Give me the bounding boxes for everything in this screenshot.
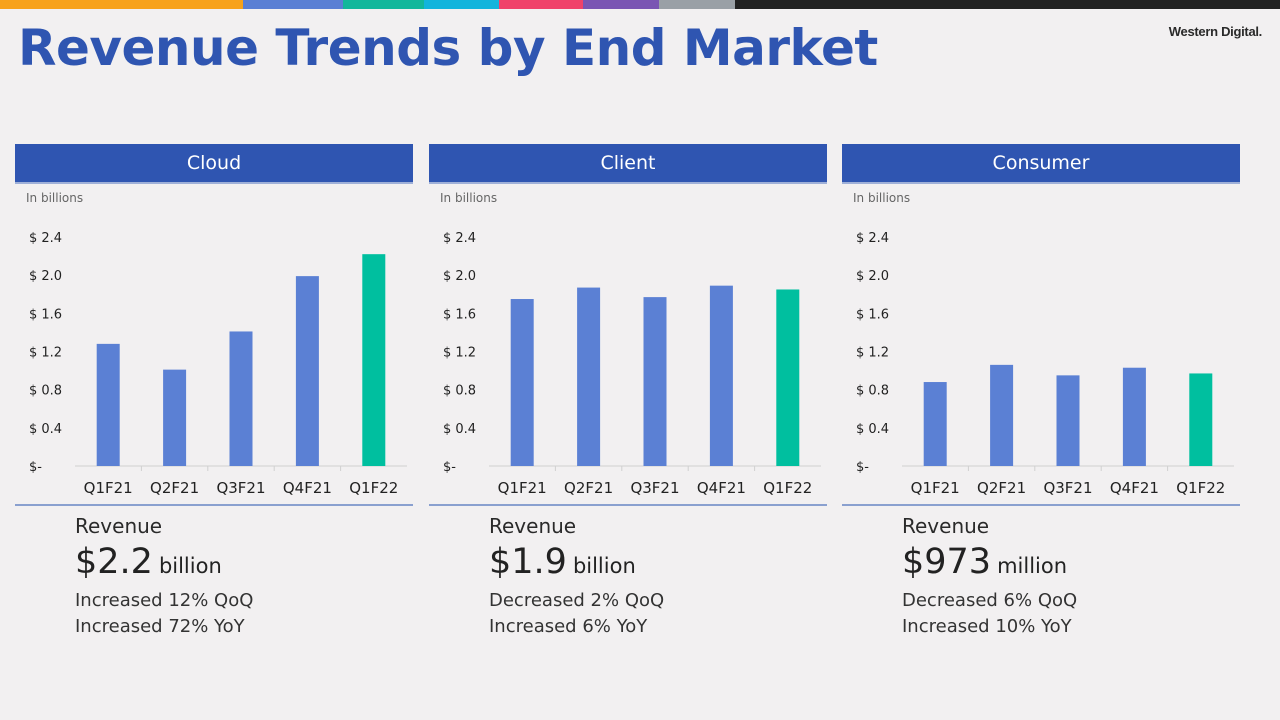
x-tick-label: Q2F21 xyxy=(564,479,613,497)
bar xyxy=(163,369,187,466)
y-tick-label: $- xyxy=(443,460,456,475)
bar-chart-consumer: $- $ 0.4 $ 0.8 $ 1.2 $ 1.6 $ 2.0 $ 2.4 Q1F21 Q2F… xyxy=(856,231,1234,497)
stripe-segment xyxy=(243,0,343,9)
panel-header-consumer: Consumer xyxy=(842,144,1240,184)
stripe-segment xyxy=(735,0,1280,9)
y-tick-label: $ 0.4 xyxy=(443,422,476,437)
y-tick-label: $ 1.2 xyxy=(856,346,889,361)
stripe-segment xyxy=(0,0,243,9)
yoy-stat-cloud: Increased 72% YoY xyxy=(75,616,245,637)
y-tick-label: $ 1.6 xyxy=(443,307,476,322)
panel-client: Client In billions $- $ 0.4 $ 0.8 $ 1.2 $ 1.… xyxy=(429,144,827,644)
page-title: Revenue Trends by End Market xyxy=(18,19,878,77)
x-tick-label: Q4F21 xyxy=(697,479,746,497)
panel-header-cloud: Cloud xyxy=(15,144,413,184)
y-tick-label: $ 0.4 xyxy=(29,422,62,437)
y-tick-label: $ 1.2 xyxy=(29,346,62,361)
separator-line xyxy=(15,504,413,506)
y-tick-label: $ 1.6 xyxy=(856,307,889,322)
bar xyxy=(1189,373,1213,466)
bar xyxy=(96,343,120,466)
revenue-label-client: Revenue xyxy=(489,514,577,538)
revenue-unit-cloud: billion xyxy=(158,554,222,578)
bar xyxy=(510,299,534,466)
revenue-amount-consumer: $973 million xyxy=(902,542,1067,582)
stripe-segment xyxy=(343,0,424,9)
unit-label-consumer: In billions xyxy=(853,191,911,205)
bar-chart-client: $- $ 0.4 $ 0.8 $ 1.2 $ 1.6 $ 2.0 $ 2.4 Q1F21 Q2F… xyxy=(443,231,821,497)
y-tick-label: $ 2.4 xyxy=(856,231,889,246)
x-tick-label: Q1F22 xyxy=(1176,479,1225,497)
x-tick-label: Q1F21 xyxy=(911,479,960,497)
panel-header-client: Client xyxy=(429,144,827,184)
revenue-label-consumer: Revenue xyxy=(902,514,990,538)
qoq-stat-cloud: Increased 12% QoQ xyxy=(75,590,254,611)
bar xyxy=(1122,367,1146,466)
x-tick-label: Q4F21 xyxy=(283,479,332,497)
bar-chart-cloud: $- $ 0.4 $ 0.8 $ 1.2 $ 1.6 $ 2.0 $ 2.4 Q1F21 Q2F… xyxy=(29,231,407,497)
revenue-unit-consumer: million xyxy=(997,554,1068,578)
separator-line xyxy=(429,504,827,506)
bar xyxy=(295,276,319,466)
bar xyxy=(643,297,667,466)
x-tick-label: Q1F22 xyxy=(349,479,398,497)
x-tick-label: Q2F21 xyxy=(150,479,199,497)
bar xyxy=(577,287,601,466)
revenue-amount-cloud: $2.2 billion xyxy=(75,542,222,582)
panel-consumer: Consumer In billions $- $ 0.4 $ 0.8 $ 1.2 $ … xyxy=(842,144,1240,644)
yoy-stat-client: Increased 6% YoY xyxy=(489,616,648,637)
x-tick-label: Q1F22 xyxy=(763,479,812,497)
qoq-stat-consumer: Decreased 6% QoQ xyxy=(902,590,1078,611)
bar xyxy=(990,364,1014,466)
unit-label-cloud: In billions xyxy=(26,191,84,205)
y-tick-label: $ 2.0 xyxy=(856,269,889,284)
x-tick-label: Q2F21 xyxy=(977,479,1026,497)
y-tick-label: $ 0.4 xyxy=(856,422,889,437)
x-tick-label: Q1F21 xyxy=(84,479,133,497)
x-tick-label: Q3F21 xyxy=(216,479,265,497)
unit-label-client: In billions xyxy=(440,191,498,205)
x-tick-label: Q1F21 xyxy=(498,479,547,497)
stripe-segment xyxy=(659,0,735,9)
y-tick-label: $ 2.0 xyxy=(443,269,476,284)
y-tick-label: $ 1.2 xyxy=(443,346,476,361)
stripe-segment xyxy=(583,0,659,9)
x-tick-label: Q4F21 xyxy=(1110,479,1159,497)
bar xyxy=(229,331,253,466)
bar xyxy=(923,382,947,466)
revenue-unit-client: billion xyxy=(572,554,636,578)
bar xyxy=(1056,375,1080,466)
company-logo: Western Digital. xyxy=(1168,24,1263,39)
separator-line xyxy=(842,504,1240,506)
y-tick-label: $- xyxy=(856,460,869,475)
x-tick-label: Q3F21 xyxy=(630,479,679,497)
revenue-value-cloud: $2.2 xyxy=(75,542,153,582)
bar xyxy=(776,289,800,466)
yoy-stat-consumer: Increased 10% YoY xyxy=(902,616,1072,637)
color-stripe xyxy=(0,0,1280,9)
y-tick-label: $ 0.8 xyxy=(29,384,62,399)
stripe-segment xyxy=(499,0,583,9)
revenue-value-consumer: $973 xyxy=(902,542,992,582)
qoq-stat-client: Decreased 2% QoQ xyxy=(489,590,665,611)
y-tick-label: $ 2.4 xyxy=(29,231,62,246)
y-tick-label: $ 2.4 xyxy=(443,231,476,246)
y-tick-label: $ 1.6 xyxy=(29,307,62,322)
panel-cloud: Cloud In billions $- $ 0.4 $ 0.8 $ 1.2 $ 1.6… xyxy=(15,144,413,644)
revenue-value-client: $1.9 xyxy=(489,542,567,582)
x-tick-label: Q3F21 xyxy=(1043,479,1092,497)
bar xyxy=(362,254,386,466)
y-tick-label: $ 0.8 xyxy=(856,384,889,399)
revenue-label-cloud: Revenue xyxy=(75,514,163,538)
y-tick-label: $- xyxy=(29,460,42,475)
bar xyxy=(709,285,733,466)
y-tick-label: $ 0.8 xyxy=(443,384,476,399)
stripe-segment xyxy=(424,0,499,9)
y-tick-label: $ 2.0 xyxy=(29,269,62,284)
revenue-amount-client: $1.9 billion xyxy=(489,542,636,582)
